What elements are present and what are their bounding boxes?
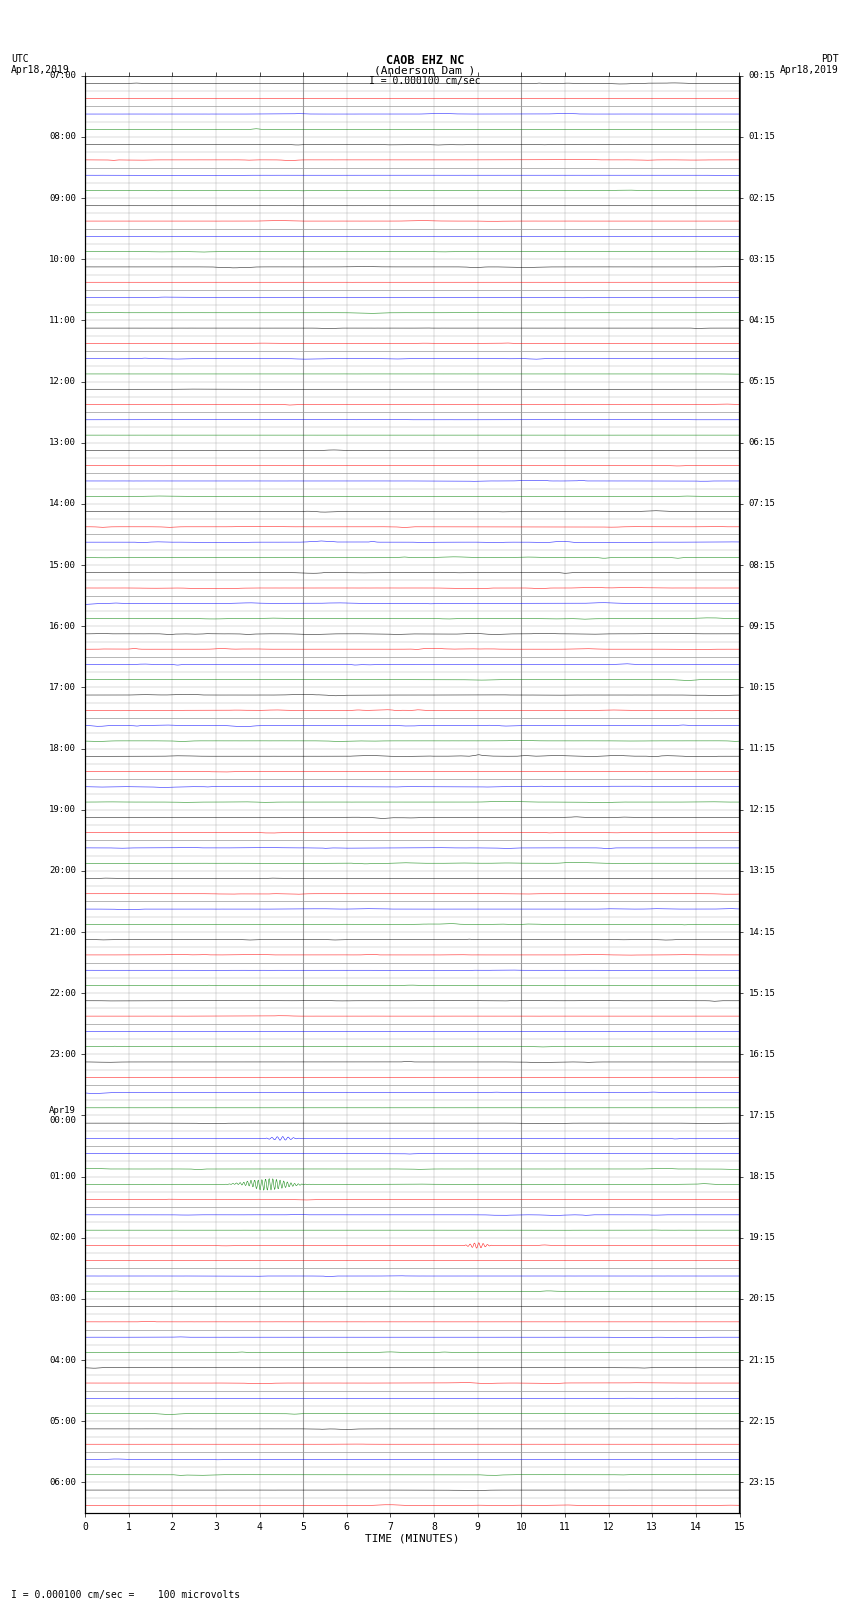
Text: UTC: UTC: [11, 53, 29, 65]
Text: CAOB EHZ NC: CAOB EHZ NC: [386, 53, 464, 68]
X-axis label: TIME (MINUTES): TIME (MINUTES): [365, 1534, 460, 1544]
Text: I = 0.000100 cm/sec =    100 microvolts: I = 0.000100 cm/sec = 100 microvolts: [11, 1590, 241, 1600]
Text: PDT: PDT: [821, 53, 839, 65]
Text: Apr18,2019: Apr18,2019: [780, 65, 839, 76]
Text: Apr18,2019: Apr18,2019: [11, 65, 70, 76]
Text: (Anderson Dam ): (Anderson Dam ): [374, 65, 476, 76]
Text: I = 0.000100 cm/sec: I = 0.000100 cm/sec: [369, 76, 481, 85]
